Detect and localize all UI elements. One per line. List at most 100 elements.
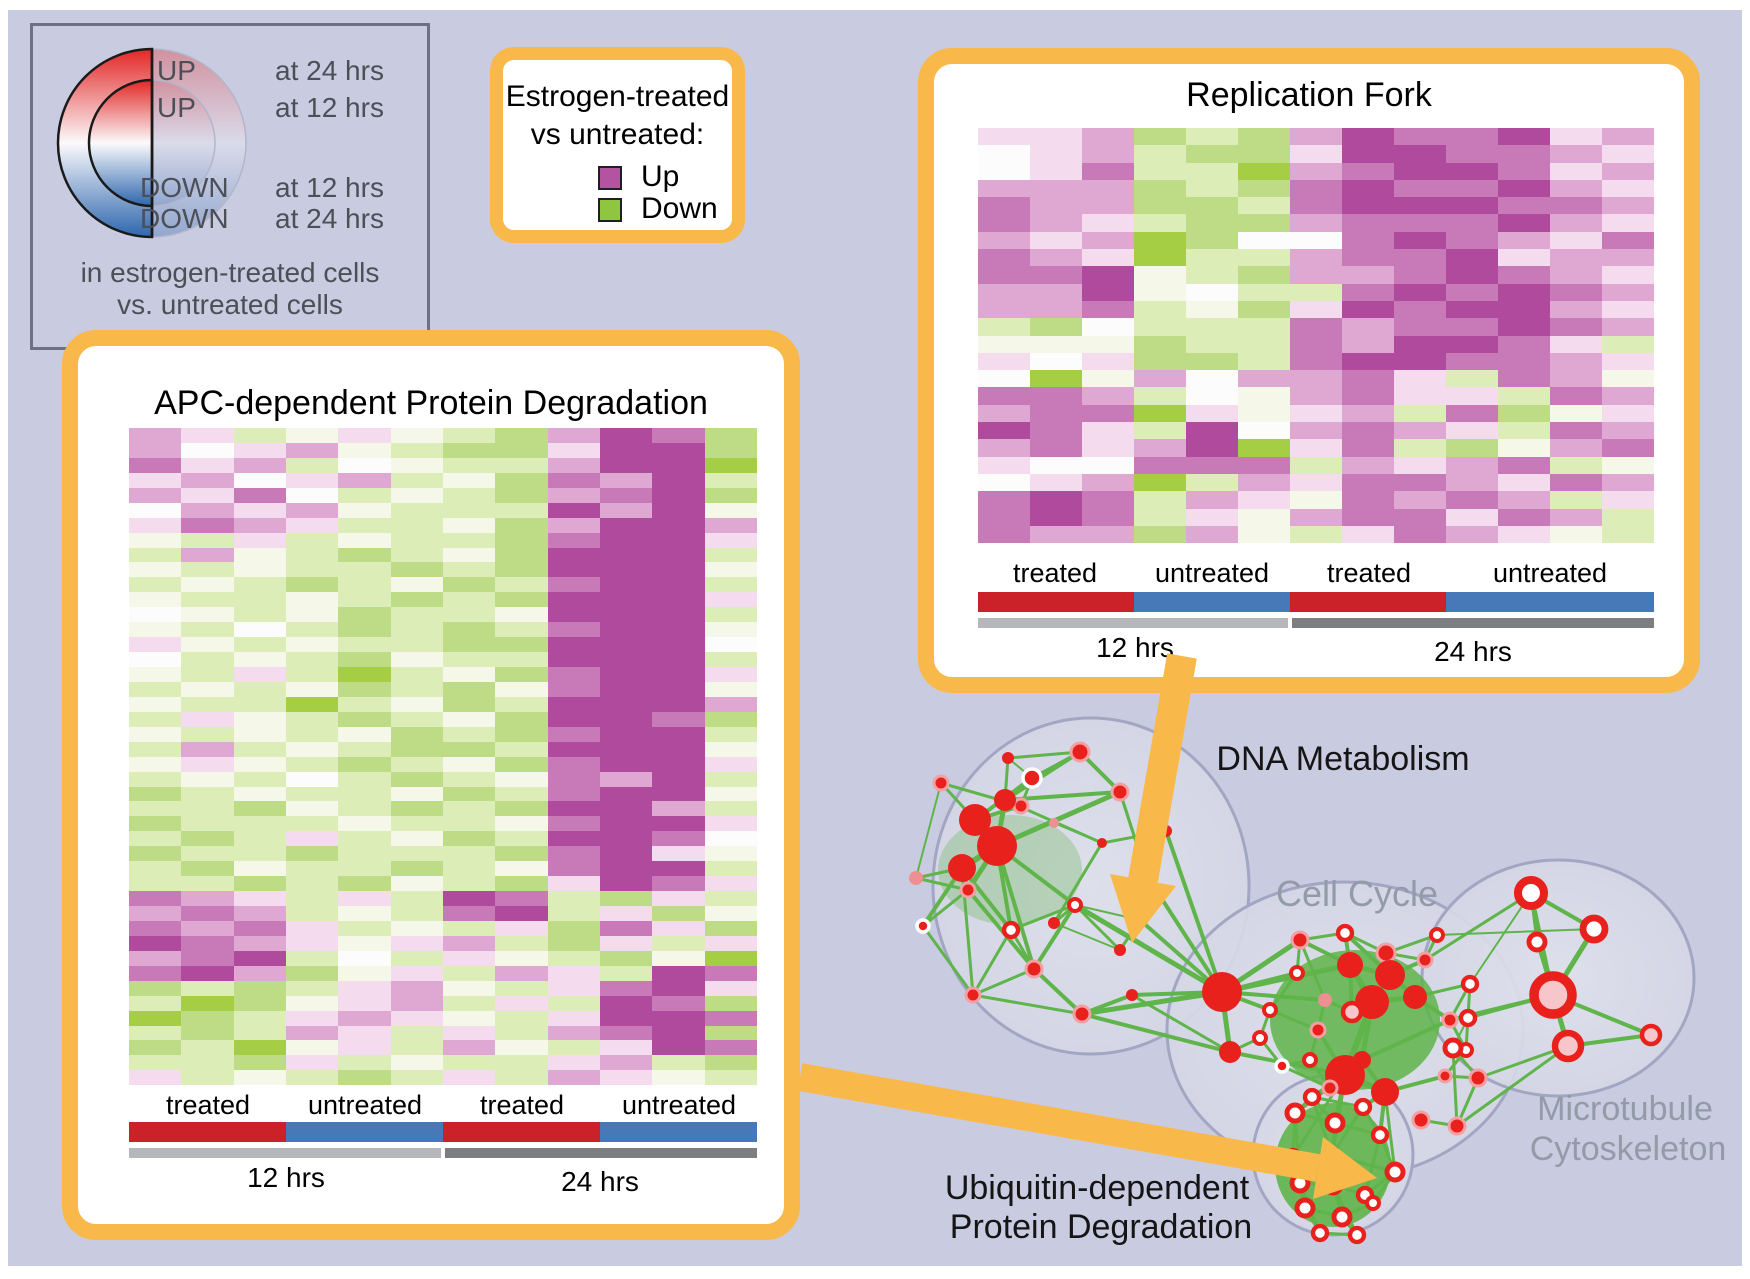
heatmap-cell [547, 428, 600, 443]
heatmap-cell [1134, 491, 1186, 509]
network-node-halo [1411, 1110, 1431, 1130]
heatmap-cell [495, 741, 548, 757]
heatmap-cell [1134, 231, 1186, 250]
heatmap-cell [1134, 197, 1186, 215]
network-node-pink [909, 871, 923, 885]
heatmap-cell [338, 1025, 391, 1041]
inner-half-circle-12hrs [87, 78, 154, 208]
heatmap-cell [652, 995, 705, 1011]
heatmap-cell [547, 667, 600, 682]
heatmap-cell [652, 696, 705, 712]
heatmap-cell [1342, 387, 1394, 405]
heatmap-cell [338, 442, 391, 458]
heatmap-cell [338, 667, 391, 682]
heatmap-row [129, 965, 757, 981]
heatmap-cell [181, 771, 234, 787]
heatmap-cell [978, 214, 1030, 232]
arrow-shaft-apc-to-ubiquitin [797, 1063, 1321, 1182]
heatmap-cell [1602, 508, 1654, 526]
heatmap-cell [547, 1070, 600, 1086]
heatmap-cell [1082, 283, 1134, 301]
heatmap-cell [495, 457, 548, 473]
heatmap-row [978, 352, 1654, 371]
heatmap-cell [233, 741, 286, 757]
cluster-label-3: Cytoskeleton [1530, 1130, 1727, 1168]
heatmap-cell [495, 1055, 548, 1071]
heatmap-cell [599, 607, 653, 623]
heatmap-cell [129, 472, 182, 488]
heatmap-cell [704, 562, 757, 578]
heatmap-cell [442, 577, 496, 593]
heatmap-cell [1394, 214, 1446, 232]
heatmap-cell [233, 920, 286, 936]
heatmap-cell [599, 667, 653, 682]
heatmap-cell [390, 861, 443, 877]
heatmap-cell [495, 472, 548, 488]
heatmap-cell [1030, 128, 1082, 146]
heatmap-cell [652, 965, 705, 981]
heatmap-cell [129, 667, 182, 682]
heatmap-cell [1290, 525, 1342, 544]
heatmap-cell [599, 696, 653, 712]
heatmap-cell [338, 756, 391, 772]
heatmap-cell [704, 771, 757, 787]
heatmap-cell [390, 487, 443, 503]
heatmap-cell [1550, 508, 1602, 526]
heatmap-cell [547, 1055, 600, 1071]
heatmap-cell [181, 547, 234, 563]
replication-fork-title: Replication Fork [1186, 76, 1432, 114]
heatmap-cell [495, 876, 548, 892]
heatmap-cell [599, 831, 653, 847]
heatmap-cell [233, 1025, 286, 1041]
heatmap-cell [233, 428, 286, 443]
heatmap-cell [978, 266, 1030, 284]
heatmap-cell [338, 517, 391, 533]
heatmap-cell [129, 1040, 182, 1056]
untreated-bar [286, 1122, 443, 1142]
network-node-ring [1324, 1112, 1346, 1134]
heatmap-cell [129, 831, 182, 847]
heatmap-cell [338, 876, 391, 892]
heatmap-cell [285, 1070, 339, 1086]
heatmap-cell [1290, 145, 1342, 163]
heatmap-cell [390, 756, 443, 772]
rf-group-treated-24: treated [1326, 558, 1412, 588]
heatmap-cell [652, 906, 705, 921]
heatmap-cell [1342, 318, 1394, 336]
heatmap-cell [1446, 283, 1498, 301]
heatmap-cell [1498, 491, 1550, 509]
cluster-label-5: Protein Degradation [950, 1208, 1252, 1246]
legend-footer-line1: in estrogen-treated cells [80, 257, 380, 288]
heatmap-cell [181, 696, 234, 712]
heatmap-cell [652, 920, 705, 936]
heatmap-cell [442, 786, 496, 802]
heatmap-cell [1134, 525, 1186, 544]
heatmap-cell [233, 965, 286, 981]
heatmap-cell [1394, 456, 1446, 474]
heatmap-cell [978, 387, 1030, 405]
heatmap-cell [285, 906, 339, 921]
heatmap-row [129, 472, 757, 488]
heatmap-cell [1238, 266, 1290, 284]
heatmap-cell [390, 457, 443, 473]
heatmap-cell [390, 428, 443, 443]
heatmap-cell [390, 1040, 443, 1056]
heatmap-cell [181, 995, 234, 1011]
heatmap-cell [1238, 352, 1290, 371]
heatmap-cell [1238, 300, 1290, 319]
heatmap-cell [1238, 456, 1290, 474]
heatmap-cell [1186, 179, 1238, 198]
heatmap-cell [1602, 266, 1654, 284]
heatmap-cell [181, 637, 234, 653]
heatmap-cell [1030, 283, 1082, 301]
heatmap-cell [338, 801, 391, 817]
heatmap-cell [1394, 179, 1446, 198]
network-edge [1298, 938, 1327, 1002]
network-edge [1032, 903, 1077, 971]
heatmap-cell [599, 652, 653, 667]
heatmap-row [129, 487, 757, 503]
heatmap-cell [129, 935, 182, 951]
rf-24hrs-label: 24 hrs [1434, 636, 1512, 667]
network-edge [1423, 891, 1533, 962]
heatmap-cell [547, 607, 600, 623]
